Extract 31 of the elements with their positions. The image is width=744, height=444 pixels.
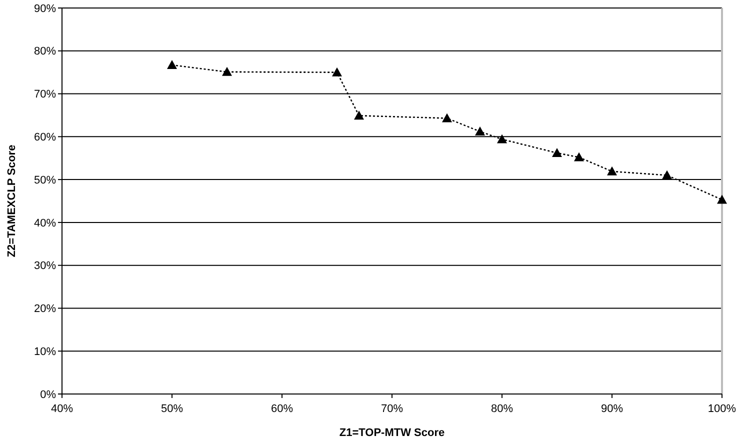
y-tick-label: 20%	[34, 303, 56, 316]
point	[475, 126, 485, 136]
y-tick-label: 70%	[34, 88, 56, 101]
y-tick-label: 50%	[34, 174, 56, 186]
point	[552, 148, 562, 157]
y-tick-label: 0%	[40, 388, 56, 401]
x-tick-label: 50%	[160, 403, 184, 415]
point	[497, 134, 507, 144]
x-tick-label: 70%	[380, 403, 404, 415]
y-tick-label: 40%	[34, 217, 56, 230]
point	[607, 166, 617, 176]
point	[717, 194, 727, 204]
y-tick-label: 80%	[34, 46, 56, 58]
point	[167, 60, 177, 70]
y-tick-label: 10%	[34, 346, 56, 358]
point	[662, 170, 672, 180]
x-tick-label: 80%	[490, 403, 514, 415]
y-axis-title: Z2=TAMEXCLP Score	[6, 144, 18, 258]
x-axis-title: Z1=TOP-MTW Score	[339, 427, 445, 439]
y-tick-label: 30%	[34, 260, 56, 272]
x-tick-label: 40%	[50, 403, 74, 415]
point	[354, 110, 364, 120]
x-tick-label: 90%	[600, 403, 624, 415]
point	[442, 113, 452, 122]
x-tick-label: 100%	[708, 403, 736, 415]
y-tick-label: 60%	[34, 132, 56, 144]
point	[332, 67, 342, 76]
point	[222, 66, 232, 76]
y-tick-label: 90%	[34, 2, 56, 15]
point	[574, 152, 584, 162]
x-tick-label: 60%	[270, 403, 294, 415]
